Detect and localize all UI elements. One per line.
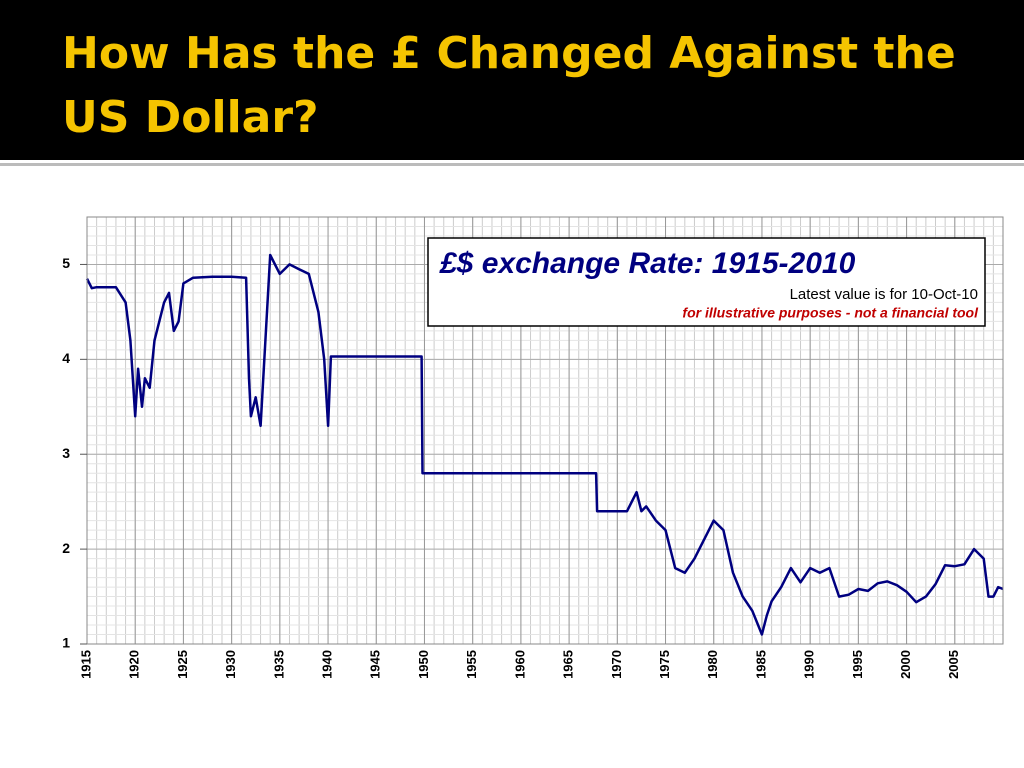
y-tick-label: 3 <box>62 445 70 461</box>
y-tick-label: 2 <box>62 540 70 556</box>
x-tick-label: 1995 <box>850 650 865 679</box>
x-tick-label: 1930 <box>223 650 238 679</box>
chart-title: £$ exchange Rate: 1915-2010 <box>439 247 856 280</box>
y-tick-label: 1 <box>62 635 70 651</box>
x-tick-label: 2005 <box>946 650 961 679</box>
y-tick-label: 5 <box>62 255 70 271</box>
y-tick-label: 4 <box>62 350 70 366</box>
x-tick-label: 1945 <box>368 650 383 679</box>
x-tick-label: 1925 <box>175 650 190 679</box>
x-tick-label: 1985 <box>753 650 768 679</box>
x-tick-label: 2000 <box>898 650 913 679</box>
annotation: for illustrative purposes - not a financ… <box>682 305 979 321</box>
x-tick-label: 1990 <box>802 650 817 679</box>
x-tick-label: 1940 <box>319 650 334 679</box>
x-tick-label: 1975 <box>657 650 672 679</box>
x-tick-label: 1915 <box>78 650 93 679</box>
header <box>0 0 1024 160</box>
plot-frame <box>86 216 1004 645</box>
slide-title: How Has the £ Changed Against the US Dol… <box>62 28 956 143</box>
x-tick-label: 1955 <box>464 650 479 679</box>
x-tick-label: 1970 <box>609 650 624 679</box>
chart-subtitle: Latest value is for 10-Oct-10 <box>790 286 978 303</box>
x-tick-label: 1935 <box>271 650 286 679</box>
x-tick-label: 1965 <box>561 650 576 679</box>
divider <box>0 163 1024 166</box>
x-tick-label: 1980 <box>705 650 720 679</box>
plot <box>85 253 1004 636</box>
line-series <box>85 253 1004 636</box>
x-tick-label: 1960 <box>512 650 527 679</box>
x-tick-label: 1920 <box>127 650 142 679</box>
legend-box <box>427 237 986 327</box>
x-tick-label: 1950 <box>416 650 431 679</box>
